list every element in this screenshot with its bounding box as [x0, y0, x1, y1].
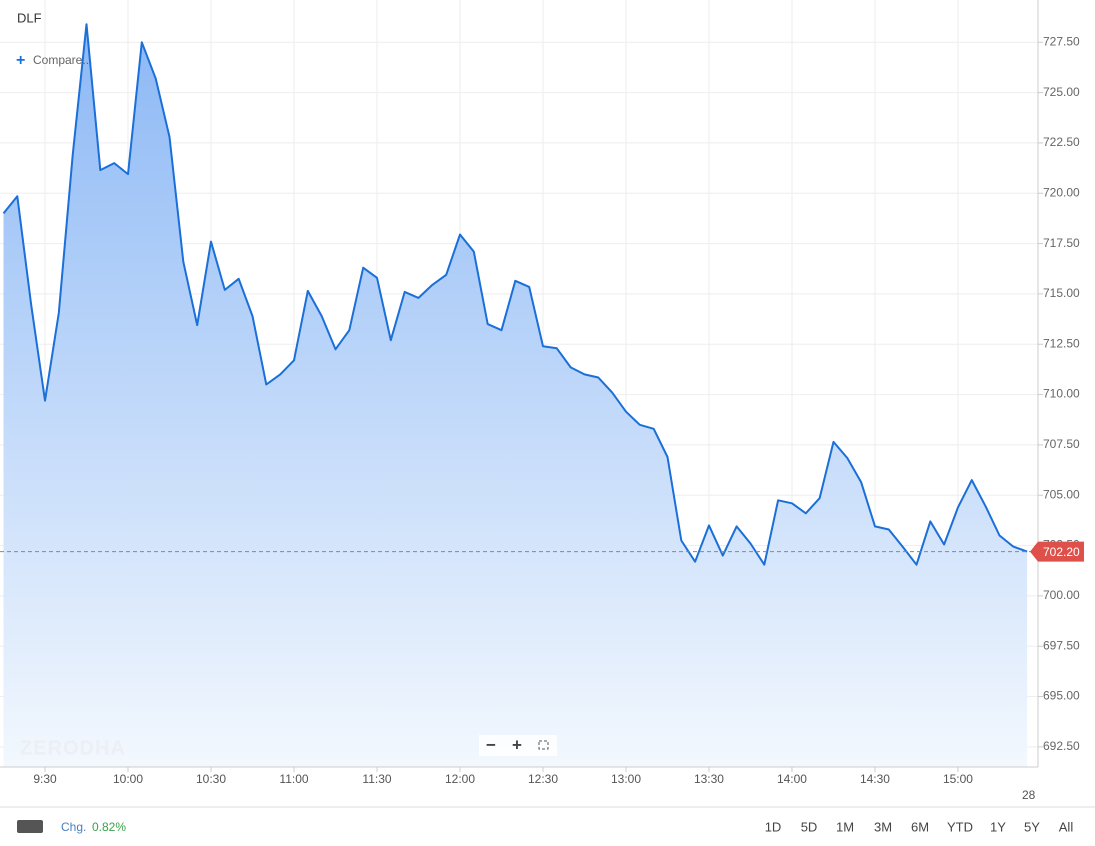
change-label: Chg.	[61, 820, 86, 834]
zoom-out[interactable]: −	[486, 735, 496, 754]
x-tick-label: 15:00	[943, 772, 973, 786]
last-price-label: 702.20	[1043, 545, 1080, 559]
range-button[interactable]: 1D	[765, 819, 782, 834]
x-tick-label: 10:30	[196, 772, 226, 786]
y-tick-label: 720.00	[1043, 185, 1080, 199]
x-tick-label: 14:30	[860, 772, 890, 786]
x-tick-label: 14:00	[777, 772, 807, 786]
date-hint: 28	[1022, 788, 1036, 802]
y-tick-label: 717.50	[1043, 236, 1080, 250]
x-tick-label: 11:00	[279, 772, 308, 786]
y-tick-label: 700.00	[1043, 588, 1080, 602]
x-tick-label: 11:30	[362, 772, 391, 786]
fullscreen[interactable]	[538, 740, 549, 750]
y-tick-label: 712.50	[1043, 336, 1080, 350]
x-tick-label: 13:30	[694, 772, 724, 786]
range-button[interactable]: 3M	[874, 819, 892, 834]
x-tick-label: 10:00	[113, 772, 143, 786]
y-tick-label: 705.00	[1043, 487, 1080, 501]
x-tick-label: 9:30	[33, 772, 57, 786]
range-button[interactable]: YTD	[947, 819, 973, 834]
keyboard-icon[interactable]	[17, 820, 43, 833]
area	[3, 24, 1028, 767]
range-button[interactable]: 1M	[836, 819, 854, 834]
range-buttons: 1D 5D 1M 3M 6M YTD 1Y 5Y All	[765, 819, 1074, 834]
y-tick-label: 697.50	[1043, 638, 1080, 652]
compare-button[interactable]: Compare...	[33, 53, 92, 67]
y-tick-label: 707.50	[1043, 437, 1080, 451]
change-value: 0.82%	[92, 820, 126, 834]
x-tick-label: 12:30	[528, 772, 558, 786]
watermark: ZERODHA	[20, 737, 126, 759]
zoom-in[interactable]: +	[512, 735, 522, 754]
zoom-controls	[479, 735, 557, 756]
range-button[interactable]: 5D	[801, 819, 818, 834]
y-tick-label: 715.00	[1043, 286, 1080, 300]
plot	[0, 23, 1038, 767]
y-tick-label: 727.50	[1043, 34, 1080, 48]
range-button[interactable]: 1Y	[990, 819, 1006, 834]
compare-icon[interactable]: +	[16, 52, 25, 69]
range-button[interactable]: 5Y	[1024, 819, 1040, 834]
y-tick-label: 710.00	[1043, 387, 1080, 401]
range-button[interactable]: All	[1059, 819, 1074, 834]
x-tick-label: 12:00	[445, 772, 475, 786]
range-button[interactable]: 6M	[911, 819, 929, 834]
y-tick-label: 692.50	[1043, 739, 1080, 753]
symbol: DLF	[17, 10, 42, 25]
y-tick-label: 695.00	[1043, 689, 1080, 703]
y-tick-label: 722.50	[1043, 135, 1080, 149]
price-line	[2, 23, 1028, 566]
last-price-tag	[1030, 541, 1084, 562]
x-tick-label: 13:00	[611, 772, 641, 786]
y-tick-label: 725.00	[1043, 85, 1080, 99]
